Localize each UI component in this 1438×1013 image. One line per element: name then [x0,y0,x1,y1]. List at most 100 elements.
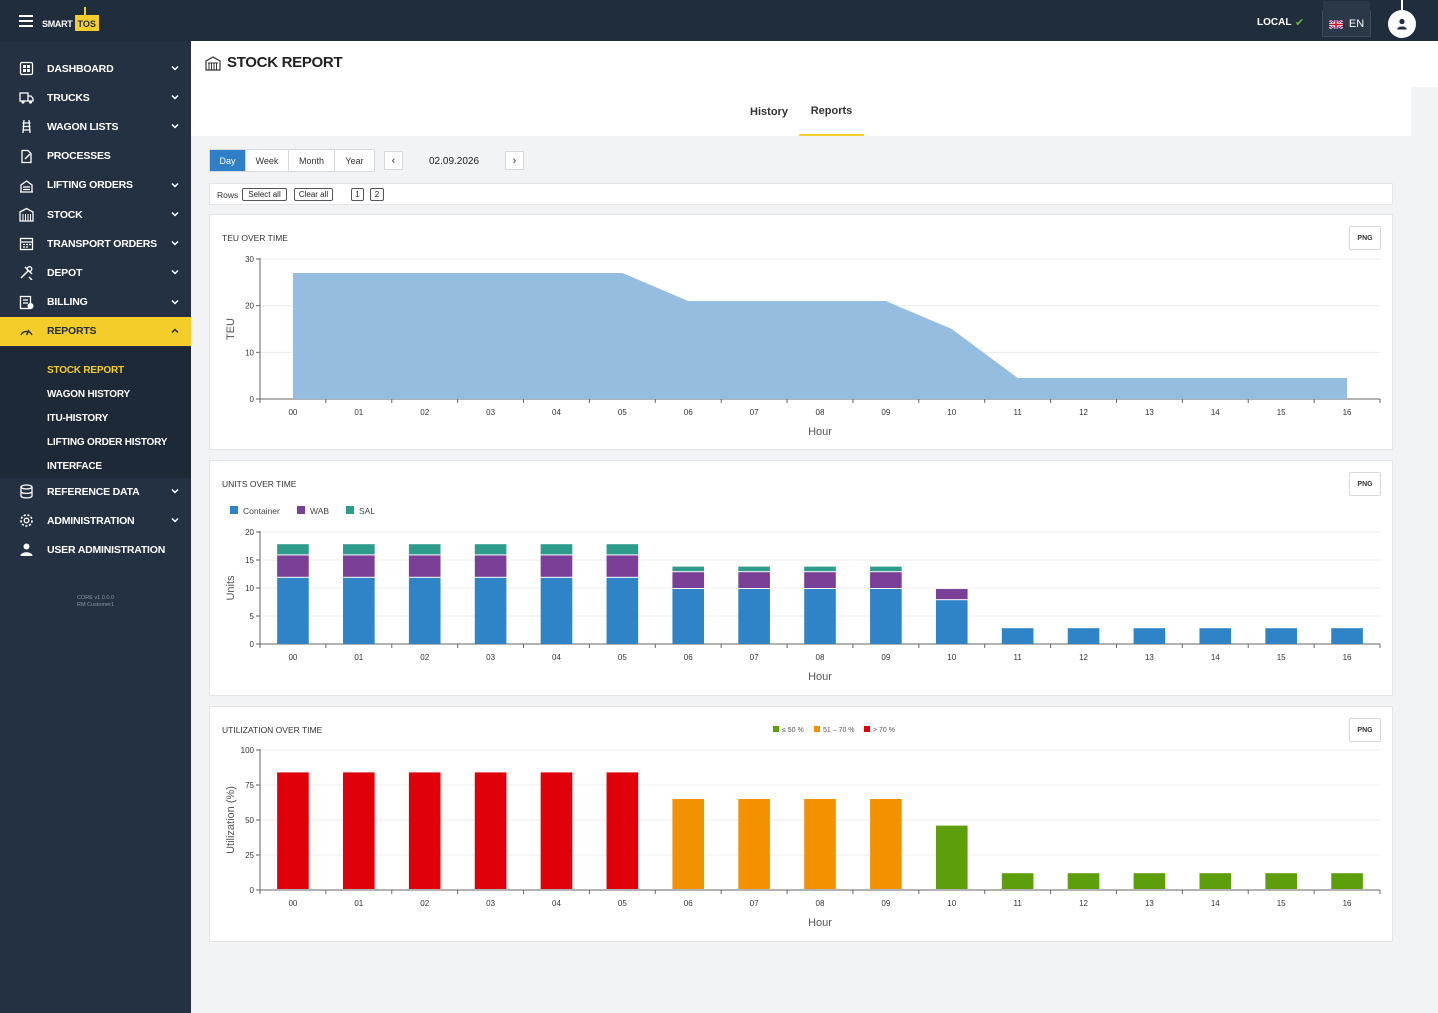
x-tick-label: 05 [618,653,627,662]
bar-container [277,577,309,644]
row-page-1-button[interactable]: 1 [351,188,364,201]
language-label: EN [1348,18,1365,30]
x-tick-label: 13 [1145,653,1154,662]
x-tick-label: 01 [354,899,363,908]
period-selector: Day Week Month Year [209,149,375,172]
menu-icon[interactable] [19,15,33,27]
sidebar-item-processes[interactable]: PROCESSES [0,142,191,171]
x-tick-label: 11 [1013,408,1022,417]
sidebar-subitem-lifting-order-history[interactable]: LIFTING ORDER HISTORY [47,437,168,448]
sidebar-item-trucks[interactable]: TRUCKS [0,83,191,112]
export-png-button[interactable]: PNG [1349,718,1381,742]
x-tick-label: 03 [486,899,495,908]
sidebar-subitem-itu-history[interactable]: ITU-HISTORY [47,413,109,424]
bar-wab [606,555,639,577]
sidebar-item-lifting-orders[interactable]: LIFTING ORDERS [0,171,191,200]
chevron-down-icon [171,95,179,100]
user-menu-button[interactable] [1388,0,1416,38]
utilization-bar [672,799,705,889]
sidebar-item-reports[interactable]: REPORTS [0,316,191,346]
sidebar-item-dashboard[interactable]: DASHBOARD [0,54,191,83]
legend-label: > 70 % [873,727,895,734]
previous-date-button[interactable]: ‹ [384,151,403,170]
bar-wab [277,555,309,577]
sidebar-subitem-interface[interactable]: INTERFACE [47,461,102,472]
sidebar-item-transport-orders[interactable]: TRANSPORT ORDERS [0,229,191,258]
bar-container [1067,628,1100,644]
x-tick-label: 10 [947,653,956,662]
period-day-button[interactable]: Day [210,150,246,171]
tabs-bar: History Reports [191,87,1411,136]
sidebar-item-stock[interactable]: STOCK [0,200,191,229]
database-icon [20,484,33,499]
bar-wab [540,555,573,577]
utilization-bar [408,772,441,889]
y-axis-label: TEU [225,318,237,340]
language-button[interactable]: EN [1322,1,1371,37]
x-tick-label: 12 [1079,408,1088,417]
y-tick-label: 15 [245,556,254,565]
next-date-button[interactable]: › [505,151,524,170]
bar-container [870,589,902,644]
legend-swatch [230,506,238,514]
x-tick-label: 08 [816,408,825,417]
row-page-2-button[interactable]: 2 [370,188,384,201]
bar-wab [408,555,441,577]
x-tick-label: 00 [288,408,297,417]
sidebar-item-wagon-lists[interactable]: WAGON LISTS [0,112,191,141]
warehouse-icon [19,207,34,222]
x-tick-label: 02 [420,653,429,662]
y-tick-label: 20 [245,528,254,537]
x-tick-label: 05 [618,408,627,417]
legend-swatch [814,726,820,732]
legend-swatch [864,726,870,732]
sidebar-item-user-administration[interactable]: USER ADMINISTRATION [0,535,191,564]
bar-container [1199,628,1232,644]
x-tick-label: 14 [1211,408,1220,417]
chevron-down-icon [171,488,179,494]
tab-reports[interactable]: Reports [799,87,864,136]
bar-wab [870,572,902,588]
x-tick-label: 02 [420,408,429,417]
utilization-chart-panel: 0 25 50 75 100 00 01 02 03 04 05 06 07 08 09 10 11 12 13 14… [209,706,1393,942]
sidebar-item-depot[interactable]: DEPOT [0,258,191,287]
legend-label: WAB [310,506,329,516]
bar-container [738,589,770,644]
gauge-icon [20,329,33,336]
y-tick-label: 25 [245,851,254,860]
sidebar-item-reference-data[interactable]: REFERENCE DATA [0,477,191,506]
x-tick-label: 11 [1013,899,1022,908]
select-all-button[interactable]: Select all [242,188,287,201]
export-png-button[interactable]: PNG [1349,472,1381,496]
chevron-down-icon [171,124,179,129]
sidebar: STOCK REPORT WAGON HISTORY ITU-HISTORY L… [0,41,191,1013]
tab-history[interactable]: History [750,105,788,118]
app-logo[interactable]: SMART TOS [42,7,99,31]
user-icon [1397,18,1407,30]
y-tick-label: 50 [245,816,254,825]
x-tick-label: 07 [750,653,759,662]
period-week-button[interactable]: Week [246,150,289,171]
sidebar-item-administration[interactable]: ADMINISTRATION [0,506,191,535]
sidebar-item-label: WAGON LISTS [47,120,119,133]
rows-label: Rows [217,190,239,200]
sidebar-item-billing[interactable]: BILLING [0,288,191,317]
x-tick-label: 16 [1343,408,1352,417]
x-tick-label: 04 [552,899,561,908]
bar-sal [738,566,770,572]
sidebar-item-label: BILLING [47,296,88,309]
utilization-bar [1001,873,1034,889]
x-tick-label: 12 [1079,899,1088,908]
period-month-button[interactable]: Month [289,150,335,171]
period-year-button[interactable]: Year [345,155,364,166]
x-tick-label: 07 [750,899,759,908]
teu-area [292,273,1348,399]
x-axis-label: Hour [808,917,832,929]
page-title: STOCK REPORT [227,54,343,71]
sidebar-subitem-stock-report[interactable]: STOCK REPORT [47,365,124,376]
clear-all-button[interactable]: Clear all [294,188,333,201]
sidebar-subitem-wagon-history[interactable]: WAGON HISTORY [47,389,130,400]
gear-icon [20,514,33,527]
teu-chart-panel: 0 10 20 30 00 01 02 03 04 05 06 07 08 09 10 11 12 13 14 15 1… [209,214,1393,450]
export-png-button[interactable]: PNG [1349,226,1381,250]
